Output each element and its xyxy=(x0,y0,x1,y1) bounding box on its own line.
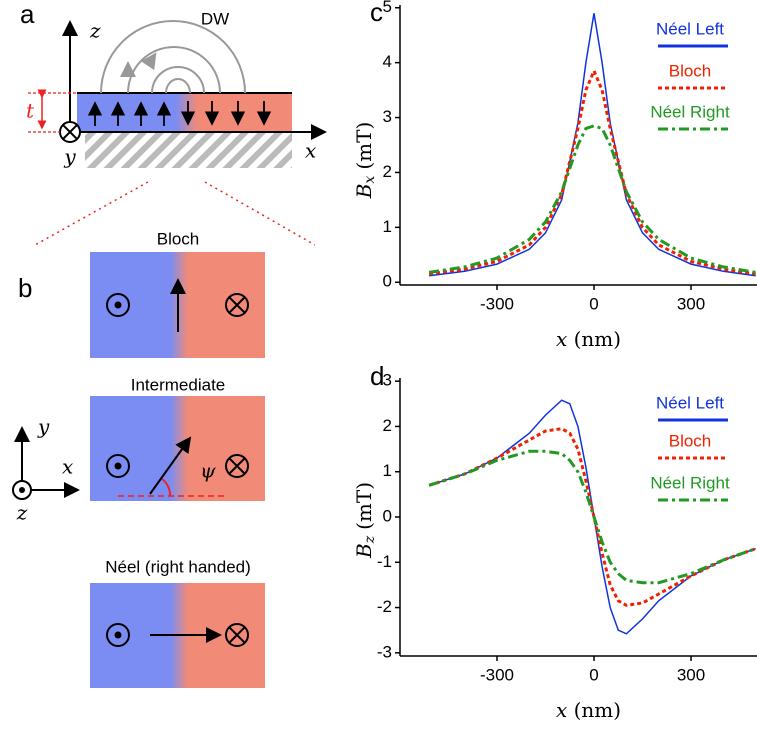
y-tick-label: 5 xyxy=(383,0,392,16)
axis-label: x xyxy=(305,139,316,163)
spins xyxy=(87,101,272,126)
y-tick-label: -2 xyxy=(377,597,392,616)
y-label-subscript: z xyxy=(362,535,378,544)
x-label-symbol: x xyxy=(556,698,567,722)
y-tick-label: 0 xyxy=(383,272,392,291)
angle-label: ψ xyxy=(200,459,216,483)
y-tick-label: 1 xyxy=(383,461,392,480)
x-tick-label: 0 xyxy=(589,665,598,684)
domain-box xyxy=(90,396,265,501)
y-tick-label: -3 xyxy=(377,642,392,661)
series-line xyxy=(428,427,757,607)
y-tick-label: 2 xyxy=(383,416,392,435)
y-tick-label: 2 xyxy=(383,162,392,181)
x-tick-label: 300 xyxy=(677,665,705,684)
x-tick-label: 300 xyxy=(677,294,705,313)
y-tick-label: 4 xyxy=(383,52,392,71)
x-tick-label: -300 xyxy=(480,665,514,684)
panel-a: a DW z y x t xyxy=(20,0,327,246)
stray-field xyxy=(100,20,246,94)
y-tick-label: 0 xyxy=(383,506,392,525)
y-label-unit: (mT) xyxy=(352,482,376,530)
series-line xyxy=(428,124,756,274)
axis-label: y xyxy=(63,145,76,169)
symbols xyxy=(106,278,249,647)
axis-label: y xyxy=(37,415,50,439)
panel-label: d xyxy=(370,361,384,391)
y-tick-label: 3 xyxy=(383,371,392,390)
thickness-label: t xyxy=(26,99,35,123)
axis-label: z xyxy=(16,501,28,525)
y-label-symbol: B xyxy=(352,543,376,559)
y-axis-label: Bx (mT) xyxy=(352,122,379,200)
x-label-unit: (nm) xyxy=(574,327,621,351)
thickness-guides xyxy=(28,92,77,133)
state-title: Intermediate xyxy=(131,375,226,394)
state-title: Bloch xyxy=(157,229,200,248)
x-label-symbol: x xyxy=(556,327,567,351)
dot xyxy=(19,487,25,493)
axis-label: x xyxy=(62,455,73,479)
x-tick-label: 0 xyxy=(589,294,598,313)
legend-label: Néel Left xyxy=(656,19,724,38)
y-axis-label: Bz (mT) xyxy=(352,482,379,559)
axis-label: z xyxy=(89,19,101,43)
x-label-unit: (nm) xyxy=(574,698,621,722)
x-axis-label: x (nm) xyxy=(556,327,621,351)
y-label-subscript: x xyxy=(362,176,378,184)
y-label-symbol: B xyxy=(352,184,376,200)
series-line xyxy=(429,13,756,277)
legend-label: Bloch xyxy=(669,431,712,450)
cross xyxy=(62,124,78,140)
y-label-unit: (mT) xyxy=(352,122,376,170)
y-tick-label: 3 xyxy=(383,107,392,126)
y-tick-label: 1 xyxy=(383,217,392,236)
dw-label: DW xyxy=(201,9,229,28)
state-title: Néel (right handed) xyxy=(105,557,251,576)
legend-label: Néel Left xyxy=(656,393,724,412)
substrate xyxy=(85,132,292,168)
film xyxy=(77,93,292,132)
legend-label: Bloch xyxy=(669,61,712,80)
angle-arc xyxy=(161,478,172,497)
panel-b: b Bloch Intermediate Néel (right handed)… xyxy=(12,229,265,688)
panel-label: b xyxy=(18,273,32,303)
series-line xyxy=(428,67,756,276)
series-line xyxy=(428,449,757,585)
panel-label: a xyxy=(20,0,35,29)
x-tick-label: -300 xyxy=(480,294,514,313)
panel-label: c xyxy=(370,0,383,27)
y-tick-label: -1 xyxy=(377,552,392,571)
dots xyxy=(114,301,122,639)
x-axis-label: x (nm) xyxy=(556,698,621,722)
legend-label: Néel Right xyxy=(650,102,730,121)
legend-label: Néel Right xyxy=(650,473,730,492)
